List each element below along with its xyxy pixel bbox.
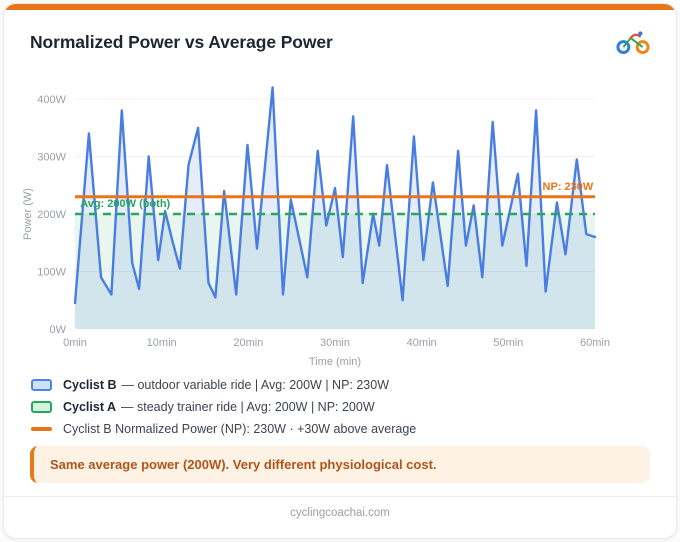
x-tick-label: 20min	[233, 337, 263, 349]
chart-card: Normalized Power vs Average Power Avg: 2…	[3, 3, 677, 539]
accent-bar	[4, 4, 676, 10]
cyclist-bike-icon	[616, 31, 650, 55]
legend-row-cyclist-b: Cyclist B — outdoor variable ride | Avg:…	[31, 378, 649, 392]
x-tick-label: 0min	[63, 337, 87, 349]
legend-swatch-cyclist-b	[31, 379, 52, 391]
legend-text-cyclist-b: — outdoor variable ride | Avg: 200W | NP…	[121, 378, 390, 392]
legend-text-np: Cyclist B Normalized Power (NP): 230W · …	[63, 422, 417, 436]
y-tick-label: 300W	[37, 152, 66, 164]
x-tick-label: 30min	[320, 337, 350, 349]
np-label: NP: 230W	[543, 181, 594, 193]
y-tick-label: 200W	[37, 209, 66, 221]
power-chart: Avg: 200W (both) NP: 230W 0W 100W 200W 300W 40…	[22, 86, 610, 368]
x-axis-title: Time (min)	[309, 356, 361, 368]
cyclist-b-area	[75, 87, 595, 329]
legend-name-cyclist-a: Cyclist A	[63, 400, 117, 414]
avg-label: Avg: 200W (both)	[80, 198, 170, 210]
chart-region: Avg: 200W (both) NP: 230W 0W 100W 200W 300W 40…	[18, 61, 662, 376]
legend-swatch-np-line	[31, 427, 52, 431]
footer-domain: cyclingcoachai.com	[290, 507, 390, 519]
x-tick-label: 40min	[407, 337, 437, 349]
y-tick-label: 400W	[37, 94, 66, 106]
insight-text: Same average power (200W). Very differen…	[50, 457, 437, 472]
legend-row-cyclist-a: Cyclist A — steady trainer ride | Avg: 2…	[31, 400, 649, 414]
x-tick-label: 50min	[493, 337, 523, 349]
legend-row-np: Cyclist B Normalized Power (NP): 230W · …	[31, 422, 649, 436]
y-tick-label: 0W	[50, 324, 67, 336]
y-tick-label: 100W	[37, 267, 66, 279]
header: Normalized Power vs Average Power	[4, 10, 676, 57]
cyclist-b-line	[73, 86, 597, 305]
legend: Cyclist B — outdoor variable ride | Avg:…	[4, 376, 676, 436]
insight-banner: Same average power (200W). Very differen…	[30, 446, 650, 483]
page-title: Normalized Power vs Average Power	[30, 31, 333, 52]
legend-name-cyclist-b: Cyclist B	[63, 378, 117, 392]
legend-text-cyclist-a: — steady trainer ride | Avg: 200W | NP: …	[121, 400, 375, 414]
footer: cyclingcoachai.com	[4, 496, 676, 519]
y-axis-title: Power (W)	[22, 188, 34, 240]
legend-swatch-cyclist-a	[31, 401, 52, 413]
x-tick-label: 60min	[580, 337, 610, 349]
x-tick-label: 10min	[147, 337, 177, 349]
